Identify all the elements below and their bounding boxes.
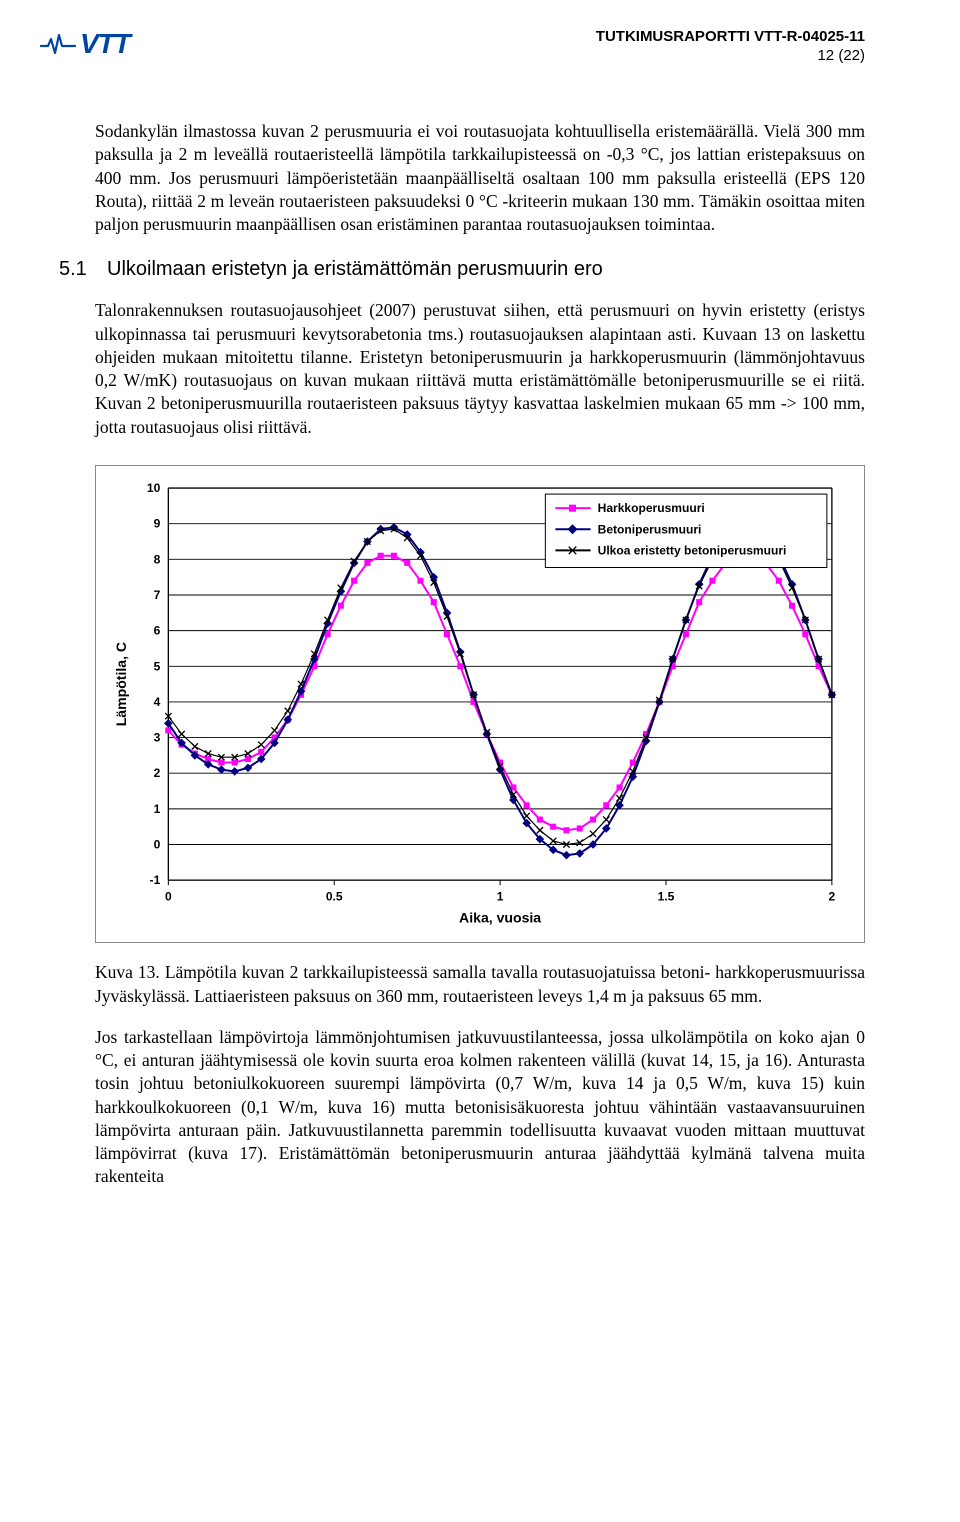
svg-text:9: 9 [154, 517, 161, 531]
svg-text:5: 5 [154, 659, 161, 673]
svg-text:4: 4 [154, 695, 161, 709]
paragraph-3: Jos tarkastellaan lämpövirtoja lämmönjoh… [95, 1026, 865, 1189]
report-id: TUTKIMUSRAPORTTI VTT-R-04025-11 [596, 28, 865, 45]
svg-text:Lämpötila, C: Lämpötila, C [113, 642, 129, 726]
page-content: Sodankylän ilmastossa kuvan 2 perusmuuri… [95, 120, 865, 1189]
page-header: VTT TUTKIMUSRAPORTTI VTT-R-04025-11 12 (… [0, 28, 960, 64]
section-heading-5-1: 5.1 Ulkoilmaan eristetyn ja eristämättöm… [59, 258, 865, 281]
svg-text:8: 8 [154, 552, 161, 566]
svg-text:10: 10 [147, 481, 161, 495]
chart-kuva-13: -1 0 1 2 3 4 5 6 7 8 9 10 0 0.5 1 1.5 2 Aika, vuosia Lämpö… [95, 465, 865, 943]
svg-text:2: 2 [829, 889, 836, 903]
header-meta: TUTKIMUSRAPORTTI VTT-R-04025-11 12 (22) [596, 28, 865, 64]
svg-text:2: 2 [154, 766, 161, 780]
section-number: 5.1 [59, 258, 89, 281]
svg-text:6: 6 [154, 624, 161, 638]
chart-svg: -1 0 1 2 3 4 5 6 7 8 9 10 0 0.5 1 1.5 2 Aika, vuosia Lämpö… [108, 478, 852, 930]
paragraph-1: Sodankylän ilmastossa kuvan 2 perusmuuri… [95, 120, 865, 236]
logo-text: VTT [80, 28, 130, 60]
svg-text:1: 1 [154, 802, 161, 816]
section-title: Ulkoilmaan eristetyn ja eristämättömän p… [107, 258, 603, 281]
svg-text:3: 3 [154, 731, 161, 745]
svg-text:0.5: 0.5 [326, 889, 343, 903]
svg-text:1.5: 1.5 [658, 889, 675, 903]
vtt-logo: VTT [40, 28, 130, 60]
svg-text:0: 0 [165, 889, 172, 903]
svg-text:Ulkoa eristetty betoniperusmuu: Ulkoa eristetty betoniperusmuuri [598, 543, 787, 557]
page-number: 12 (22) [596, 47, 865, 64]
svg-text:0: 0 [154, 837, 161, 851]
paragraph-2: Talonrakennuksen routasuojausohjeet (200… [95, 299, 865, 439]
pulse-icon [40, 33, 76, 55]
caption-kuva-13: Kuva 13. Lämpötila kuvan 2 tarkkailupist… [95, 961, 865, 1008]
svg-text:7: 7 [154, 588, 161, 602]
svg-text:-1: -1 [150, 873, 161, 887]
svg-text:Harkkoperusmuuri: Harkkoperusmuuri [598, 501, 705, 515]
svg-text:Aika, vuosia: Aika, vuosia [459, 909, 541, 925]
svg-text:Betoniperusmuuri: Betoniperusmuuri [598, 522, 702, 536]
svg-text:1: 1 [497, 889, 504, 903]
